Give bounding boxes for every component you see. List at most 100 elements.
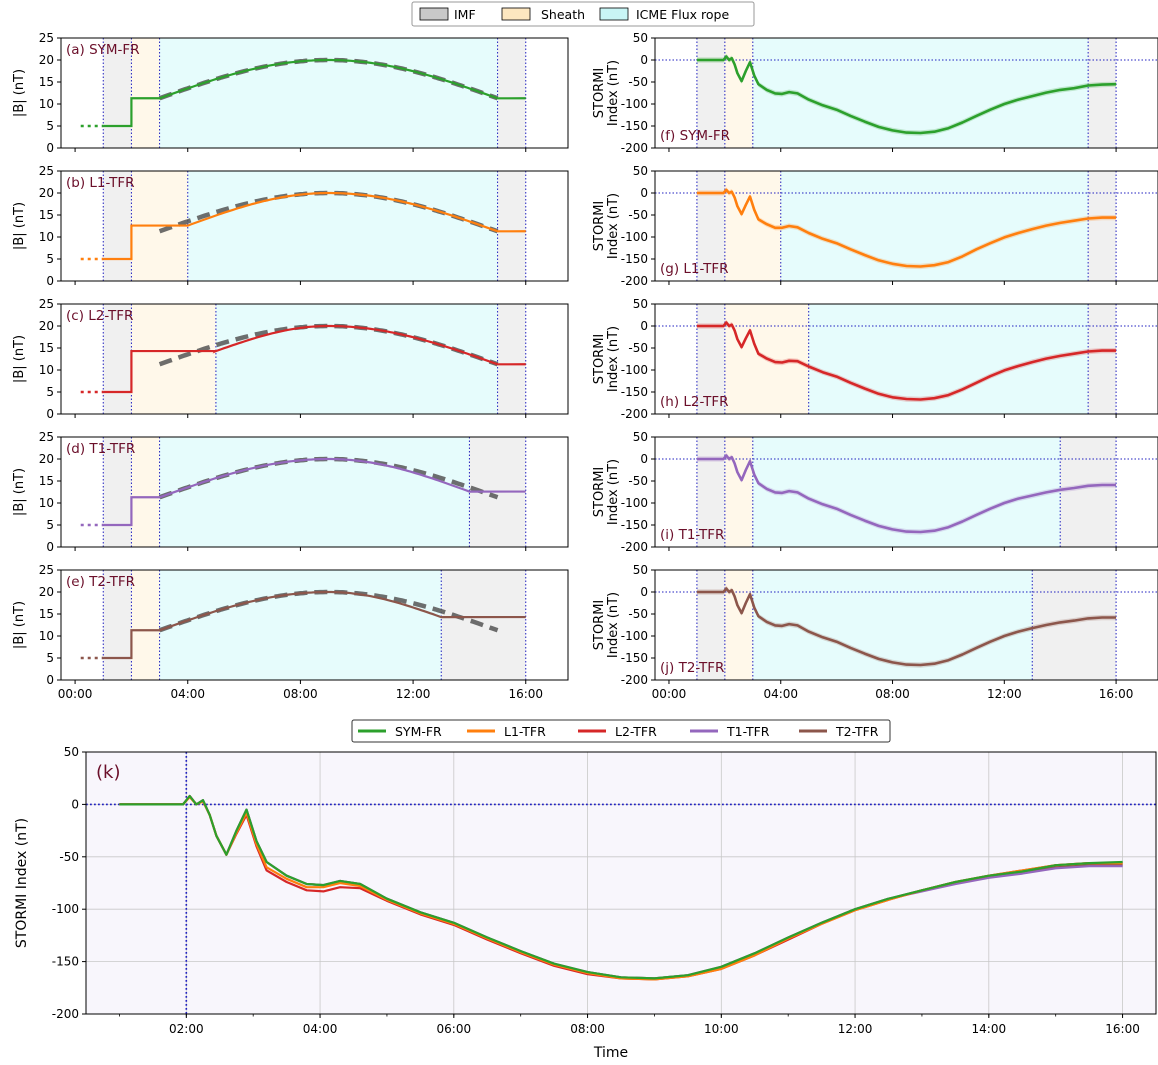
b-field-line	[103, 191, 526, 261]
y-tick-label: -200	[621, 274, 648, 288]
y-tick-label: 0	[46, 274, 54, 288]
flux-rope-region	[752, 437, 1061, 547]
trailing-imf-region	[1088, 171, 1117, 281]
flux-rope-region	[780, 171, 1089, 281]
y-tick-label: 20	[39, 319, 54, 333]
imf-region	[696, 304, 725, 414]
y-tick-label: 20	[39, 452, 54, 466]
legend-swatch-imf	[419, 7, 449, 21]
x-tick-label: 08:00	[875, 687, 910, 701]
y-tick-label: 20	[39, 53, 54, 67]
y-tick-label: -200	[621, 540, 648, 554]
y-tick-label: -200	[621, 673, 648, 687]
y-tick-label: -200	[621, 141, 648, 155]
axes-frame	[654, 303, 1158, 415]
y-tick-label: -100	[621, 496, 648, 510]
b-field-line	[103, 457, 526, 527]
y-tick-label: 5	[46, 119, 54, 133]
axes-frame	[654, 436, 1158, 548]
panel-label: (e) T2-TFR	[66, 574, 135, 590]
legend-swatch-sheath	[501, 7, 531, 21]
panel-g: -200 -150 -100 -50 0 50 STORMIIndex (nT) (g) L1…	[592, 164, 1158, 288]
y-tick-label: -50	[628, 75, 648, 89]
x-tick-label: 12:00	[987, 687, 1022, 701]
legend-label-l2: L2-TFR	[615, 724, 657, 739]
y-tick-label: 0	[46, 673, 54, 687]
imf-region	[696, 171, 725, 281]
y-tick-label: 50	[633, 164, 648, 178]
y-tick-label: 25	[39, 164, 54, 178]
axes-frame	[60, 37, 569, 149]
legend-swatch-flux-rope	[599, 7, 629, 21]
flux-rope-region	[187, 171, 498, 281]
panel-label: (h) L2-TFR	[660, 394, 729, 410]
panel-i: -200 -150 -100 -50 0 50 STORMIIndex (nT) (i) T1…	[592, 430, 1158, 554]
axes-frame	[60, 569, 569, 681]
axes-frame	[654, 569, 1158, 681]
y-axis-label: STORMIIndex (nT)	[592, 193, 621, 259]
x-tick-label: 14:00	[972, 1022, 1007, 1036]
y-tick-label: -50	[628, 607, 648, 621]
top-legend: IMF Sheath ICME Flux rope	[411, 1, 755, 27]
y-tick-label: 50	[633, 31, 648, 45]
axes-frame	[60, 303, 569, 415]
b-field-line	[103, 590, 526, 660]
y-tick-label: -100	[621, 230, 648, 244]
y-tick-label: 10	[39, 97, 54, 111]
y-tick-label: 5	[46, 385, 54, 399]
sheath-region	[131, 304, 216, 414]
reference-flux-rope-line	[158, 589, 499, 633]
x-tick-label: 08:00	[283, 687, 318, 701]
bottom-legend-frame	[351, 719, 891, 743]
trailing-imf-region	[497, 304, 526, 414]
legend-label-sheath: Sheath	[541, 7, 585, 22]
x-tick-label: 12:00	[838, 1022, 873, 1036]
panel-label: (d) T1-TFR	[66, 441, 135, 457]
y-tick-label: 25	[39, 430, 54, 444]
plot-background	[86, 752, 1156, 1014]
imf-region	[696, 570, 725, 680]
y-tick-label: -200	[52, 1007, 79, 1021]
flux-rope-region	[215, 304, 498, 414]
y-tick-label: 10	[39, 629, 54, 643]
y-tick-label: 10	[39, 363, 54, 377]
panel-h: -200 -150 -100 -50 0 50 STORMIIndex (nT) (h) L2…	[592, 297, 1158, 421]
panel-a: 0 5 10 15 20 25 |B| (nT) (a) SYM-FR	[12, 31, 569, 155]
x-tick-label: 00:00	[652, 687, 687, 701]
imf-region	[103, 570, 132, 680]
y-tick-label: 0	[640, 585, 648, 599]
imf-region	[696, 437, 725, 547]
panel-e: 0 5 10 15 20 25 00:00 04:00 08:00 12:00 16:00 |B| (…	[12, 563, 569, 701]
b-field-line	[103, 58, 526, 128]
y-tick-label: 15	[39, 208, 54, 222]
x-tick-label: 00:00	[58, 687, 93, 701]
y-tick-label: 25	[39, 31, 54, 45]
panel-d: 0 5 10 15 20 25 |B| (nT) (d) T1-TFR	[12, 430, 569, 554]
axes-frame	[654, 37, 1158, 149]
panel-j: -200 -150 -100 -50 0 50 00:00 04:00 08:00 12:00 16…	[592, 563, 1158, 701]
b-field-line	[103, 324, 526, 394]
legend-label-t2: T2-TFR	[835, 724, 879, 739]
y-tick-label: 25	[39, 297, 54, 311]
y-axis-label: STORMIIndex (nT)	[592, 326, 621, 392]
x-tick-label: 16:00	[508, 687, 543, 701]
stormi-line	[696, 587, 1117, 667]
y-axis-label: STORMIIndex (nT)	[592, 60, 621, 126]
panel-label: (f) SYM-FR	[660, 128, 730, 144]
imf-region	[103, 437, 132, 547]
imf-region	[103, 171, 132, 281]
stormi-line	[696, 188, 1117, 268]
stormi-line	[696, 454, 1117, 534]
y-tick-label: 5	[46, 518, 54, 532]
y-tick-label: 15	[39, 607, 54, 621]
panel-c: 0 5 10 15 20 25 |B| (nT) (c) L2-TFR	[12, 297, 569, 421]
axes-frame	[85, 751, 1157, 1015]
y-tick-label: 50	[633, 563, 648, 577]
y-tick-label: 5	[46, 651, 54, 665]
y-axis-label: STORMIIndex (nT)	[592, 592, 621, 658]
y-tick-label: 20	[39, 186, 54, 200]
legend-label-l1: L1-TFR	[504, 724, 546, 739]
y-tick-label: -50	[628, 341, 648, 355]
flux-rope-region	[159, 38, 498, 148]
y-axis-label: |B| (nT)	[12, 335, 27, 383]
